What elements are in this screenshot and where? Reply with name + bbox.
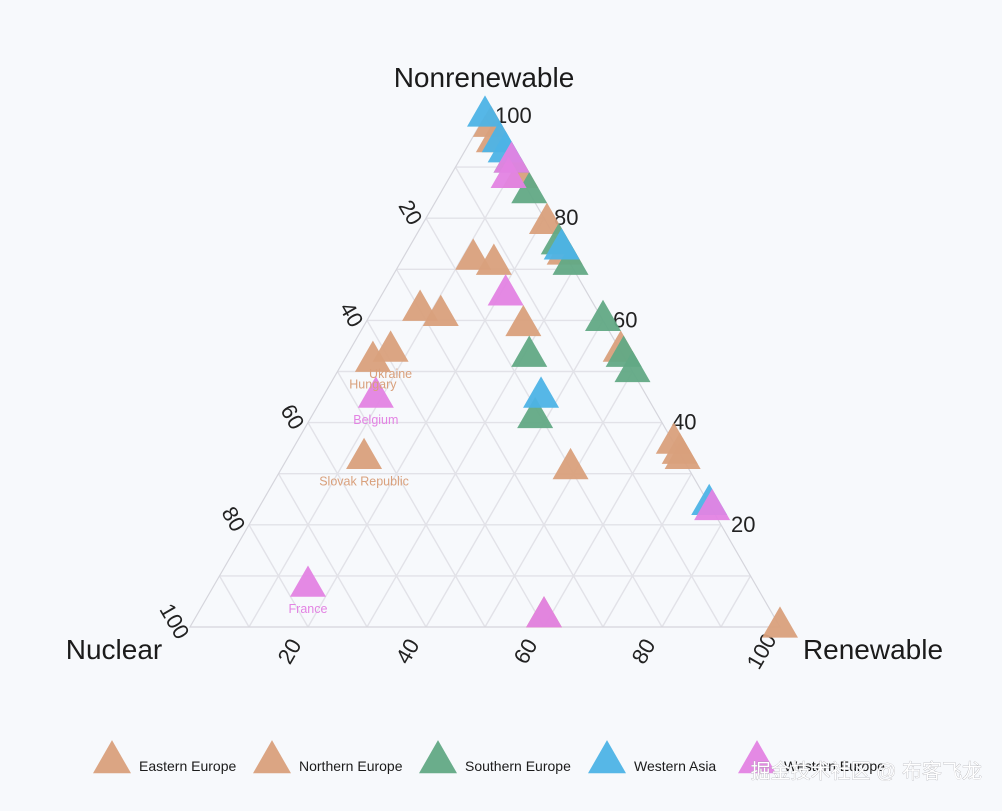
point-label: Slovak Republic bbox=[319, 474, 409, 488]
data-point bbox=[526, 596, 562, 628]
legend-item: Northern Europe bbox=[253, 740, 403, 774]
data-point bbox=[552, 447, 589, 480]
legend: Eastern Europe Northern Europe Southern Eu… bbox=[93, 740, 885, 774]
legend-label: Eastern Europe bbox=[139, 758, 236, 774]
tick-label-renewable: 20 bbox=[273, 634, 307, 668]
watermark: 掘金技术社区 @ 布客飞龙 bbox=[751, 760, 982, 783]
data-point bbox=[614, 350, 651, 383]
grid-line-nuclear bbox=[454, 166, 722, 628]
data-point bbox=[585, 299, 621, 332]
point-label: Hungary bbox=[349, 377, 397, 391]
grid-line-nuclear bbox=[336, 371, 486, 628]
grid-line-renewable bbox=[366, 268, 575, 628]
axis-title-top: Nonrenewable bbox=[394, 62, 575, 93]
data-point bbox=[402, 289, 439, 321]
point-label: Belgium bbox=[353, 413, 398, 427]
tick-label-renewable: 80 bbox=[627, 634, 661, 668]
grid-line-nuclear bbox=[307, 422, 427, 628]
grid-line-renewable bbox=[484, 371, 634, 628]
tick-label-renewable: 60 bbox=[509, 634, 543, 668]
grid-line-nuclear bbox=[218, 575, 250, 628]
data-point bbox=[493, 141, 530, 173]
grid bbox=[188, 114, 782, 628]
data-point bbox=[523, 376, 560, 408]
tick-label-nonrenewable: 20 bbox=[731, 512, 755, 537]
legend-label: Northern Europe bbox=[299, 758, 403, 774]
legend-label: Southern Europe bbox=[465, 758, 571, 774]
data-point bbox=[543, 228, 580, 260]
legend-marker bbox=[588, 740, 626, 774]
data-point bbox=[517, 396, 554, 429]
axis-title-left: Nuclear bbox=[66, 634, 162, 665]
grid-line-renewable bbox=[602, 473, 693, 628]
legend-label: Western Asia bbox=[634, 758, 716, 774]
data-point bbox=[357, 376, 394, 408]
data-point bbox=[346, 437, 383, 470]
legend-marker bbox=[93, 740, 131, 774]
data-point bbox=[475, 243, 512, 275]
data-point bbox=[422, 294, 459, 326]
data-point bbox=[290, 565, 326, 597]
grid-line-nuclear bbox=[277, 473, 368, 628]
data-point bbox=[467, 95, 503, 127]
data-point bbox=[487, 274, 524, 306]
data-point bbox=[354, 340, 391, 372]
tick-label-renewable: 40 bbox=[391, 634, 425, 668]
axis-titles: Nonrenewable Nuclear Renewable bbox=[66, 62, 943, 665]
legend-marker bbox=[419, 740, 457, 774]
grid-line-nuclear bbox=[248, 524, 309, 628]
data-point bbox=[511, 171, 548, 204]
legend-item: Western Europe bbox=[738, 740, 885, 774]
point-label: France bbox=[289, 602, 328, 616]
legend-marker bbox=[738, 740, 776, 774]
legend-label: Western Europe bbox=[784, 758, 885, 774]
data-point bbox=[505, 304, 542, 337]
grid-line-renewable bbox=[543, 422, 663, 628]
data-point bbox=[694, 488, 731, 521]
axis-title-right: Renewable bbox=[803, 634, 943, 665]
grid-line-renewable bbox=[720, 575, 752, 628]
legend-item: Southern Europe bbox=[419, 740, 571, 774]
data-point bbox=[455, 238, 492, 270]
data-point bbox=[528, 202, 565, 234]
grid-line-nuclear bbox=[395, 268, 604, 628]
data-point bbox=[664, 437, 701, 470]
data-points bbox=[290, 95, 798, 638]
point-label: Ukraine bbox=[369, 367, 412, 381]
data-point bbox=[372, 330, 409, 362]
legend-item: Eastern Europe bbox=[93, 740, 236, 774]
legend-item: Western Asia bbox=[588, 740, 716, 774]
data-point bbox=[490, 156, 527, 188]
legend-marker bbox=[253, 740, 291, 774]
grid-line-renewable bbox=[661, 524, 722, 628]
data-point bbox=[511, 335, 548, 367]
data-point bbox=[762, 606, 798, 638]
